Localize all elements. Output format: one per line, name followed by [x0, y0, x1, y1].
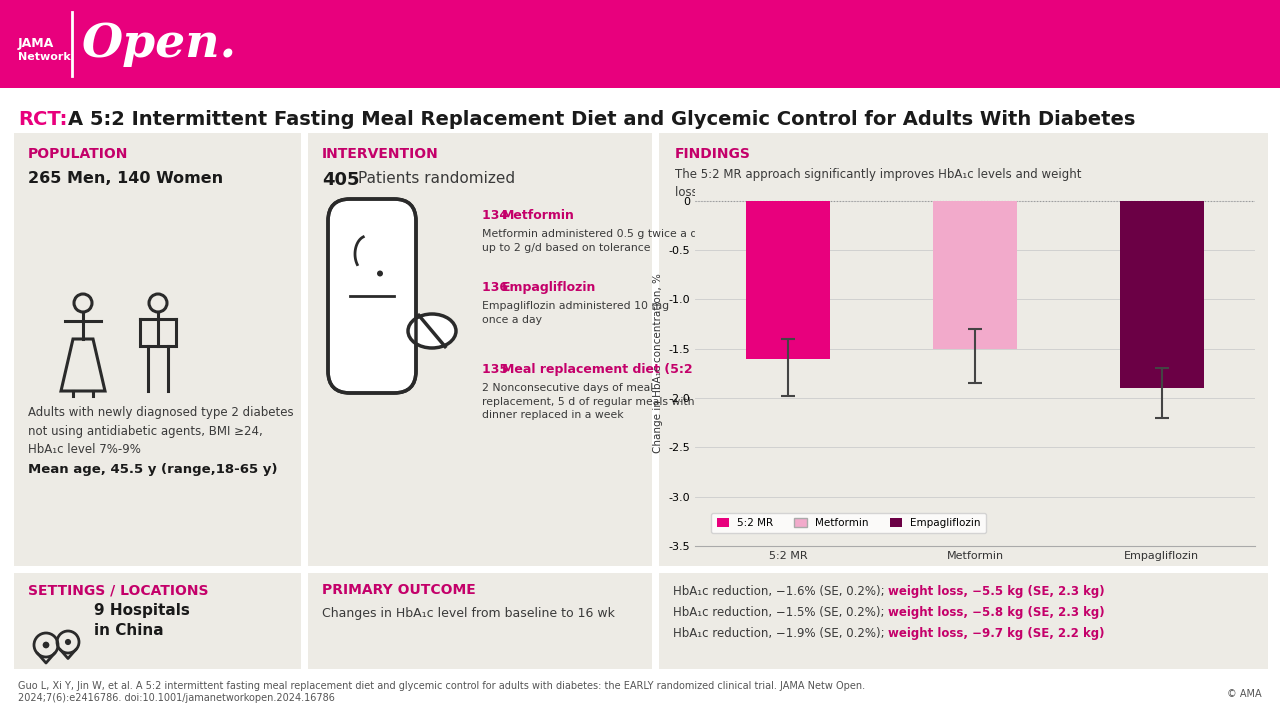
Text: 134: 134 — [483, 209, 512, 222]
Bar — [746, 200, 831, 358]
Bar — [308, 133, 652, 566]
Text: SETTINGS / LOCATIONS: SETTINGS / LOCATIONS — [28, 583, 209, 597]
Text: POPULATION: POPULATION — [28, 147, 128, 161]
Bar — [14, 573, 301, 669]
Text: PRIMARY OUTCOME: PRIMARY OUTCOME — [323, 583, 476, 597]
Bar — [308, 573, 652, 669]
Bar — [659, 133, 1268, 566]
Text: Open.: Open. — [82, 21, 237, 67]
Text: Meal replacement diet (5:2 MR): Meal replacement diet (5:2 MR) — [502, 363, 724, 376]
Bar — [349, 296, 394, 371]
Circle shape — [42, 642, 50, 648]
Ellipse shape — [408, 314, 456, 348]
Y-axis label: Change in HbA₁ᴄ concentration, %: Change in HbA₁ᴄ concentration, % — [653, 273, 663, 454]
Text: INTERVENTION: INTERVENTION — [323, 147, 439, 161]
Text: Metformin: Metformin — [502, 209, 575, 222]
Text: JAMA: JAMA — [18, 37, 54, 50]
Text: Patients randomized: Patients randomized — [358, 171, 515, 186]
Text: © AMA: © AMA — [1228, 689, 1262, 699]
Text: Empagliflozin: Empagliflozin — [502, 281, 596, 294]
Text: weight loss, −5.8 kg (SE, 2.3 kg): weight loss, −5.8 kg (SE, 2.3 kg) — [888, 606, 1105, 619]
Text: 265 Men, 140 Women: 265 Men, 140 Women — [28, 171, 223, 186]
Text: Adults with newly diagnosed type 2 diabetes
not using antidiabetic agents, BMI ≥: Adults with newly diagnosed type 2 diabe… — [28, 406, 293, 456]
Bar — [14, 133, 301, 566]
Text: Guo L, Xi Y, Jin W, et al. A 5:2 intermittent fasting meal replacement diet and : Guo L, Xi Y, Jin W, et al. A 5:2 intermi… — [18, 681, 865, 691]
Bar — [1120, 200, 1203, 388]
Text: 405: 405 — [323, 171, 360, 189]
Text: HbA₁ᴄ reduction, −1.9% (SE, 0.2%);: HbA₁ᴄ reduction, −1.9% (SE, 0.2%); — [673, 627, 888, 640]
Text: The 5:2 MR approach significantly improves HbA₁ᴄ levels and weight
loss compared: The 5:2 MR approach significantly improv… — [675, 168, 1082, 199]
Text: Changes in HbA₁ᴄ level from baseline to 16 wk: Changes in HbA₁ᴄ level from baseline to … — [323, 607, 614, 620]
Legend: 5:2 MR, Metformin, Empagliflozin: 5:2 MR, Metformin, Empagliflozin — [712, 513, 986, 534]
Bar — [933, 200, 1018, 349]
Text: Mean age, 45.5 y (range,18-65 y): Mean age, 45.5 y (range,18-65 y) — [28, 463, 278, 476]
Text: Network: Network — [18, 52, 70, 62]
Text: weight loss, −5.5 kg (SE, 2.3 kg): weight loss, −5.5 kg (SE, 2.3 kg) — [888, 585, 1105, 598]
Bar — [659, 573, 1268, 669]
Text: FINDINGS: FINDINGS — [675, 147, 751, 161]
Text: A 5:2 Intermittent Fasting Meal Replacement Diet and Glycemic Control for Adults: A 5:2 Intermittent Fasting Meal Replacem… — [68, 110, 1135, 129]
Text: 9 Hospitals
in China: 9 Hospitals in China — [93, 603, 189, 638]
Circle shape — [65, 639, 72, 645]
FancyBboxPatch shape — [328, 199, 416, 393]
Text: weight loss, −9.7 kg (SE, 2.2 kg): weight loss, −9.7 kg (SE, 2.2 kg) — [888, 627, 1105, 640]
Bar — [0, 88, 1280, 721]
Text: 136: 136 — [483, 281, 512, 294]
Text: RCT:: RCT: — [18, 110, 68, 129]
Text: HbA₁ᴄ reduction, −1.6% (SE, 0.2%);: HbA₁ᴄ reduction, −1.6% (SE, 0.2%); — [673, 585, 888, 598]
Bar — [0, 0, 1280, 88]
Text: Metformin administered 0.5 g twice a day,
up to 2 g/d based on tolerance: Metformin administered 0.5 g twice a day… — [483, 229, 714, 252]
Text: 135: 135 — [483, 363, 512, 376]
Text: HbA₁ᴄ reduction, −1.5% (SE, 0.2%);: HbA₁ᴄ reduction, −1.5% (SE, 0.2%); — [673, 606, 888, 619]
Text: 2024;7(6):e2416786. doi:10.1001/jamanetworkopen.2024.16786: 2024;7(6):e2416786. doi:10.1001/jamanetw… — [18, 693, 335, 703]
Text: 2 Nonconsecutive days of meal
replacement, 5 d of regular meals with
dinner repl: 2 Nonconsecutive days of meal replacemen… — [483, 383, 695, 420]
Text: Empagliflozin administered 10 mg
once a day: Empagliflozin administered 10 mg once a … — [483, 301, 669, 324]
Circle shape — [378, 270, 383, 276]
